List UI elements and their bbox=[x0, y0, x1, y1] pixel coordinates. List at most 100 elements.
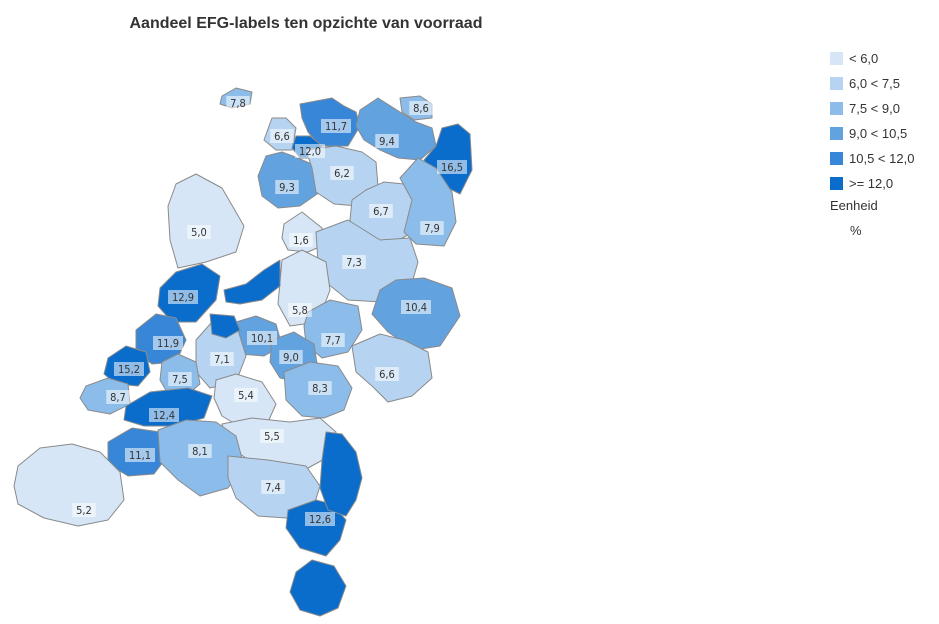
legend-swatch bbox=[830, 51, 843, 65]
region-value-bg bbox=[369, 204, 393, 218]
legend-label: < 6,0 bbox=[849, 50, 879, 66]
region-value-text: 12,4 bbox=[153, 409, 175, 422]
legend-item[interactable]: 9,0 < 10,5 bbox=[830, 123, 914, 143]
region-value-label: 10,1 bbox=[247, 331, 277, 345]
region-value-label: 11,9 bbox=[153, 336, 183, 350]
region-value-bg bbox=[247, 331, 277, 345]
map-region[interactable] bbox=[289, 559, 347, 617]
region-value-bg bbox=[72, 503, 96, 517]
region-value-text: 6,7 bbox=[373, 205, 389, 218]
region-value-label: 8,6 bbox=[409, 101, 433, 115]
region-value-bg bbox=[330, 166, 354, 180]
region-value-bg bbox=[188, 444, 212, 458]
region-value-text: 5,5 bbox=[264, 430, 280, 443]
region-value-label: 5,2 bbox=[72, 503, 96, 517]
region-value-text: 7,7 bbox=[325, 334, 341, 347]
map-region[interactable] bbox=[209, 313, 241, 339]
map-region[interactable] bbox=[167, 173, 245, 269]
region-value-label: 6,6 bbox=[270, 129, 294, 143]
legend-item[interactable]: 10,5 < 12,0 bbox=[830, 148, 914, 168]
region-value-label: 6,6 bbox=[375, 367, 399, 381]
region-value-text: 7,9 bbox=[424, 222, 440, 235]
region-value-bg bbox=[125, 448, 155, 462]
region-value-label: 6,7 bbox=[369, 204, 393, 218]
region-value-bg bbox=[279, 350, 303, 364]
map-region[interactable] bbox=[123, 387, 213, 427]
map-region[interactable] bbox=[223, 259, 281, 305]
region-value-bg bbox=[342, 255, 366, 269]
region-value-label: 6,2 bbox=[330, 166, 354, 180]
region-value-bg bbox=[210, 352, 234, 366]
region-value-label: 7,5 bbox=[168, 372, 192, 386]
region-value-bg bbox=[288, 303, 312, 317]
region-value-bg bbox=[289, 233, 313, 247]
region-value-text: 7,1 bbox=[214, 353, 230, 366]
region-value-label: 8,3 bbox=[308, 381, 332, 395]
region-value-text: 9,0 bbox=[283, 351, 299, 364]
legend-item[interactable]: 6,0 < 7,5 bbox=[830, 73, 914, 93]
region-value-bg bbox=[321, 119, 351, 133]
region-value-label: 9,3 bbox=[275, 180, 299, 194]
region-value-text: 12,0 bbox=[299, 145, 321, 158]
legend-swatch bbox=[830, 101, 843, 115]
region-value-label: 10,4 bbox=[401, 300, 431, 314]
legend-unit-value: % bbox=[850, 223, 862, 238]
region-value-label: 11,1 bbox=[125, 448, 155, 462]
region-value-bg bbox=[226, 96, 250, 110]
region-value-label: 5,5 bbox=[260, 429, 284, 443]
region-value-bg bbox=[305, 512, 335, 526]
legend-label: 9,0 < 10,5 bbox=[849, 125, 908, 141]
legend-item[interactable]: < 6,0 bbox=[830, 48, 914, 68]
region-value-bg bbox=[260, 429, 284, 443]
region-value-text: 11,7 bbox=[325, 120, 347, 133]
region-value-label: 1,6 bbox=[289, 233, 313, 247]
region-value-label: 7,8 bbox=[226, 96, 250, 110]
region-value-label: 11,7 bbox=[321, 119, 351, 133]
region-value-bg bbox=[270, 129, 294, 143]
region-value-text: 8,7 bbox=[110, 391, 126, 404]
region-value-text: 15,2 bbox=[118, 363, 140, 376]
region-value-text: 6,6 bbox=[379, 368, 395, 381]
region-value-text: 5,8 bbox=[292, 304, 308, 317]
region-value-bg bbox=[437, 160, 467, 174]
legend-item[interactable]: 7,5 < 9,0 bbox=[830, 98, 914, 118]
region-value-text: 8,3 bbox=[312, 382, 328, 395]
region-value-text: 8,6 bbox=[413, 102, 429, 115]
region-value-text: 11,9 bbox=[157, 337, 179, 350]
region-value-bg bbox=[106, 390, 130, 404]
region-value-bg bbox=[168, 290, 198, 304]
region-value-label: 16,5 bbox=[437, 160, 467, 174]
region-value-text: 5,2 bbox=[76, 504, 92, 517]
region-value-text: 12,9 bbox=[172, 291, 194, 304]
region-value-text: 10,4 bbox=[405, 301, 427, 314]
region-value-label: 7,9 bbox=[420, 221, 444, 235]
region-value-label: 8,1 bbox=[188, 444, 212, 458]
region-value-label: 12,0 bbox=[295, 144, 325, 158]
region-value-bg bbox=[275, 180, 299, 194]
region-value-text: 11,1 bbox=[129, 449, 151, 462]
legend-label: 10,5 < 12,0 bbox=[849, 150, 915, 166]
map-region[interactable] bbox=[79, 377, 131, 415]
region-value-label: 12,9 bbox=[168, 290, 198, 304]
region-value-bg bbox=[375, 367, 399, 381]
map-title: Aandeel EFG-labels ten opzichte van voor… bbox=[129, 15, 483, 32]
map-region[interactable] bbox=[303, 299, 363, 359]
region-value-text: 7,4 bbox=[265, 481, 281, 494]
map-region[interactable] bbox=[423, 123, 473, 195]
region-value-text: 1,6 bbox=[293, 234, 309, 247]
region-value-label: 8,7 bbox=[106, 390, 130, 404]
map-region[interactable] bbox=[319, 431, 363, 517]
region-value-text: 5,0 bbox=[191, 226, 207, 239]
region-value-label: 7,1 bbox=[210, 352, 234, 366]
legend-item[interactable]: >= 12,0 bbox=[830, 173, 914, 193]
region-value-text: 10,1 bbox=[251, 332, 273, 345]
map-region[interactable] bbox=[13, 443, 125, 527]
region-value-text: 9,3 bbox=[279, 181, 295, 194]
region-value-label: 7,3 bbox=[342, 255, 366, 269]
region-value-bg bbox=[149, 408, 179, 422]
region-value-bg bbox=[295, 144, 325, 158]
region-value-text: 6,2 bbox=[334, 167, 350, 180]
legend-swatch bbox=[830, 176, 843, 190]
region-value-text: 7,5 bbox=[172, 373, 188, 386]
region-value-label: 5,4 bbox=[234, 388, 258, 402]
